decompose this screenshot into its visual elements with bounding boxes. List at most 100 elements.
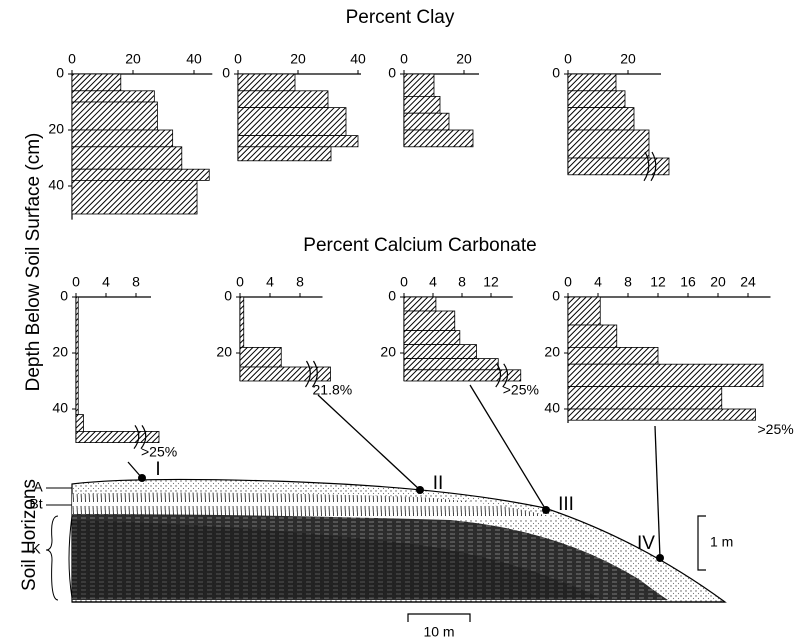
y-tick-label: 0 bbox=[56, 65, 64, 81]
y-tick-label: 0 bbox=[552, 65, 560, 81]
layer-bar bbox=[403, 344, 477, 360]
layer-bar bbox=[567, 363, 764, 388]
soil-section bbox=[68, 478, 727, 603]
axis-break bbox=[305, 360, 318, 388]
x-tick-label: 20 bbox=[290, 51, 306, 67]
x-tick-label: 20 bbox=[620, 51, 636, 67]
layer-bar bbox=[239, 296, 245, 348]
layer-bar bbox=[239, 346, 282, 368]
x-tick-label: 16 bbox=[680, 274, 696, 290]
x-tick-label: 0 bbox=[234, 51, 242, 67]
layer-bar bbox=[71, 168, 210, 181]
value-label: >25% bbox=[503, 382, 539, 398]
y-tick-label: 0 bbox=[224, 288, 232, 304]
x-tick-label: 8 bbox=[132, 274, 140, 290]
x-tick-label: 0 bbox=[400, 274, 408, 290]
axis-break bbox=[495, 363, 509, 388]
layer-bar bbox=[71, 179, 198, 215]
layer-bar bbox=[567, 73, 617, 92]
x-tick-label: 40 bbox=[186, 51, 202, 67]
x-tick-label: 4 bbox=[429, 274, 437, 290]
value-label: >25% bbox=[758, 421, 794, 437]
axis-break bbox=[133, 425, 147, 449]
y-tick-label: 0 bbox=[388, 65, 396, 81]
horizon-label: K bbox=[31, 541, 41, 557]
layer-bar bbox=[71, 73, 122, 92]
layer-bar bbox=[567, 386, 723, 410]
layer-bar bbox=[403, 369, 522, 382]
layer-bar bbox=[567, 157, 670, 176]
y-tick-label: 20 bbox=[544, 344, 560, 360]
x-tick-label: 8 bbox=[458, 274, 466, 290]
y-tick-label: 40 bbox=[52, 400, 68, 416]
x-tick-label: 24 bbox=[740, 274, 756, 290]
layer-bar bbox=[403, 112, 450, 131]
y-tick-label: 0 bbox=[552, 288, 560, 304]
site-label: IV bbox=[637, 533, 655, 554]
x-tick-label: 0 bbox=[72, 274, 80, 290]
layer-bar bbox=[403, 73, 435, 97]
layer-bar bbox=[71, 129, 174, 148]
x-tick-label: 0 bbox=[236, 274, 244, 290]
site-label: III bbox=[558, 494, 574, 515]
layer-bar bbox=[403, 358, 499, 371]
y-tick-label: 40 bbox=[48, 177, 64, 193]
y-tick-label: 0 bbox=[222, 65, 230, 81]
horizons-label: Soil Horizons bbox=[19, 479, 40, 591]
x-tick-label: 20 bbox=[710, 274, 726, 290]
layer-bar bbox=[71, 101, 158, 131]
y-tick-label: 20 bbox=[52, 344, 68, 360]
depth-label: Depth Below Soil Surface (cm) bbox=[23, 133, 44, 392]
layer-bar bbox=[403, 129, 474, 148]
layer-bar bbox=[237, 107, 347, 136]
layer-bar bbox=[71, 146, 183, 170]
value-label: >25% bbox=[141, 443, 177, 459]
layer-bar bbox=[403, 310, 456, 332]
value-label: 21.8% bbox=[313, 382, 353, 398]
x-tick-label: 4 bbox=[266, 274, 274, 290]
site-label: II bbox=[433, 473, 444, 494]
layer-bar bbox=[239, 366, 331, 382]
x-tick-label: 0 bbox=[564, 274, 572, 290]
clay-title: Percent Clay bbox=[346, 7, 455, 28]
x-tick-label: 4 bbox=[102, 274, 110, 290]
x-tick-label: 4 bbox=[594, 274, 602, 290]
layer-bar bbox=[237, 73, 296, 92]
layer-bar bbox=[71, 90, 155, 103]
y-tick-label: 0 bbox=[388, 288, 396, 304]
layer-bar bbox=[237, 135, 359, 148]
layer-bar bbox=[567, 90, 626, 109]
x-tick-label: 12 bbox=[483, 274, 499, 290]
scale-label: 1 m bbox=[710, 534, 733, 550]
layer-bar bbox=[567, 408, 756, 421]
horizon-label: Bt bbox=[29, 496, 42, 512]
x-tick-label: 0 bbox=[564, 51, 572, 67]
x-tick-label: 40 bbox=[350, 51, 366, 67]
x-tick-label: 8 bbox=[296, 274, 304, 290]
layer-bar bbox=[567, 129, 650, 159]
x-tick-label: 0 bbox=[400, 51, 408, 67]
layer-bar bbox=[237, 90, 329, 109]
layer-bar bbox=[237, 146, 332, 162]
layer-bar bbox=[567, 296, 601, 326]
y-tick-label: 40 bbox=[544, 400, 560, 416]
y-tick-label: 20 bbox=[48, 121, 64, 137]
y-tick-label: 20 bbox=[380, 344, 396, 360]
layer-bar bbox=[403, 330, 461, 346]
layer-bar bbox=[75, 296, 79, 415]
scale-label: 10 m bbox=[423, 624, 454, 640]
layer-bar bbox=[75, 414, 84, 432]
carbonate-title: Percent Calcium Carbonate bbox=[303, 235, 536, 256]
y-tick-label: 20 bbox=[216, 344, 232, 360]
layer-bar bbox=[567, 107, 635, 131]
x-tick-label: 8 bbox=[624, 274, 632, 290]
y-tick-label: 0 bbox=[60, 288, 68, 304]
layer-bar bbox=[567, 324, 618, 348]
x-tick-label: 0 bbox=[68, 51, 76, 67]
x-tick-label: 20 bbox=[456, 51, 472, 67]
site-label: I bbox=[155, 459, 160, 480]
layer-bar bbox=[567, 346, 659, 365]
layer-bar bbox=[403, 96, 441, 114]
layer-bar bbox=[75, 430, 160, 443]
